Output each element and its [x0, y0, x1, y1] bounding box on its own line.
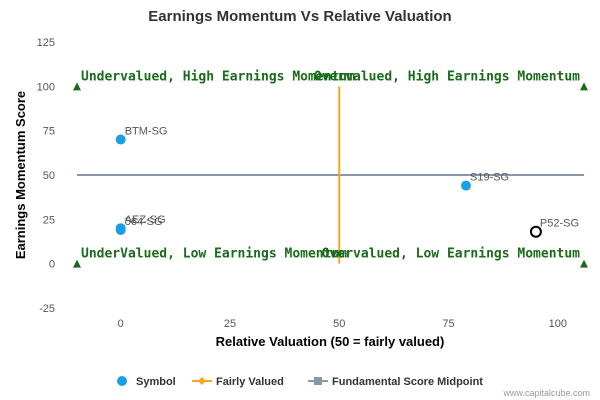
data-point-label: S19-SG	[470, 172, 509, 184]
data-point	[115, 134, 126, 145]
y-tick-label: 25	[43, 214, 55, 226]
legend-diamond-icon	[198, 377, 206, 385]
y-tick-label: 0	[49, 259, 55, 271]
data-point	[460, 180, 471, 191]
x-tick-label: 0	[118, 318, 124, 330]
corner-marker-icon	[580, 82, 588, 91]
y-axis-title: Earnings Momentum Score	[13, 91, 28, 259]
legend-symbol-marker	[117, 376, 127, 386]
chart-title: Earnings Momentum Vs Relative Valuation	[148, 8, 451, 25]
quadrant-label: Overvalued, High Earnings Momentum	[314, 69, 580, 84]
y-tick-label: 75	[43, 126, 55, 138]
x-tick-label: 25	[224, 318, 236, 330]
data-point-label: P52-SG	[540, 218, 579, 230]
credit-text: www.capitalcube.com	[502, 388, 590, 398]
legend-label: Symbol	[136, 376, 176, 388]
plot-area: -25 0 25 50 75 100 125 0 25 50 75 100 Undervalued, H…	[37, 37, 588, 330]
legend-square-icon	[314, 377, 322, 385]
corner-marker-icon	[580, 259, 588, 268]
data-point	[529, 225, 542, 238]
legend-label: Fundamental Score Midpoint	[332, 376, 483, 388]
x-tick-label: 100	[549, 318, 567, 330]
data-point-label: 564-SG	[125, 216, 163, 228]
legend-label: Fairly Valued	[216, 376, 284, 388]
y-tick-label: 50	[43, 170, 55, 182]
quadrant-label: UnderValued, Low Earnings Momentum	[81, 247, 347, 262]
y-tick-label: -25	[39, 303, 55, 315]
y-tick-label: 100	[37, 81, 55, 93]
x-tick-label: 50	[333, 318, 345, 330]
data-point-label: AEZ-SG	[125, 214, 166, 226]
x-axis-title: Relative Valuation (50 = fairly valued)	[216, 334, 445, 349]
quadrant-label: Overvalued, Low Earnings Momentum	[322, 247, 580, 262]
x-tick-label: 75	[442, 318, 454, 330]
quadrant-label: Undervalued, High Earnings Momentum	[81, 69, 355, 84]
corner-marker-icon	[73, 82, 81, 91]
data-point	[115, 224, 126, 235]
corner-marker-icon	[73, 259, 81, 268]
data-point-label: BTM-SG	[125, 126, 168, 138]
legend: Symbol Fairly Valued Fundamental Score Mid…	[117, 376, 483, 388]
y-tick-label: 125	[37, 37, 55, 49]
